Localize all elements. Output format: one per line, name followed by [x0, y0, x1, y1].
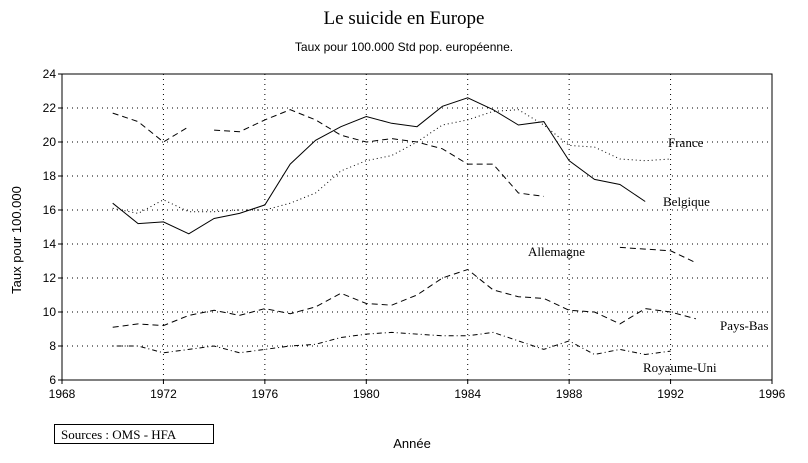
y-tick-label: 10	[43, 305, 57, 319]
x-tick-label: 1980	[353, 387, 380, 401]
y-tick-label: 16	[43, 203, 57, 217]
series-line-allemagne	[619, 246, 697, 264]
series-line-allemagne	[214, 109, 544, 197]
x-tick-label: 1984	[454, 387, 481, 401]
source-note: Sources : OMS - HFA	[54, 424, 214, 444]
y-axis-label: Taux pour 100.000	[9, 186, 24, 294]
series-line-pays-bas	[112, 268, 697, 328]
y-tick-label: 24	[43, 67, 57, 81]
y-tick-label: 12	[43, 271, 57, 285]
y-tick-label: 22	[43, 101, 57, 115]
series-line-belgique	[112, 97, 646, 235]
y-tick-label: 18	[43, 169, 57, 183]
annotation-pays-bas: Pays-Bas	[720, 318, 768, 333]
y-tick-labels: 6 8 10 12 14 16 18 20 22 24	[43, 67, 57, 387]
x-tick-label: 1992	[657, 387, 684, 401]
annotation-royaume-uni: Royaume-Uni	[643, 360, 717, 375]
x-tick-label: 1972	[150, 387, 177, 401]
x-tick-label: 1976	[252, 387, 279, 401]
series-line-allemagne	[112, 112, 190, 143]
chart-subtitle: Taux pour 100.000 Std pop. européenne.	[294, 40, 514, 54]
y-tick-label: 20	[43, 135, 57, 149]
x-tick-label: 1988	[556, 387, 583, 401]
y-tick-label: 6	[49, 373, 56, 387]
series-line-royaume-uni	[112, 331, 671, 356]
x-axis-label: Année	[393, 436, 431, 451]
annotation-belgique: Belgique	[663, 194, 710, 209]
y-tick-label: 14	[43, 237, 57, 251]
plot-frame	[61, 73, 773, 381]
annotation-france: France	[668, 135, 704, 150]
chart-title: Le suicide en Europe	[323, 8, 485, 29]
y-tick-label: 8	[49, 339, 56, 353]
x-tick-label: 1996	[759, 387, 786, 401]
axes	[58, 73, 773, 384]
series-line-france	[112, 109, 671, 214]
x-tick-labels: 1968 1972 1976 1980 1984 1988 1992 1996	[49, 387, 786, 401]
x-tick-label: 1968	[49, 387, 76, 401]
series-lines	[112, 97, 697, 356]
annotation-allemagne: Allemagne	[528, 244, 585, 259]
